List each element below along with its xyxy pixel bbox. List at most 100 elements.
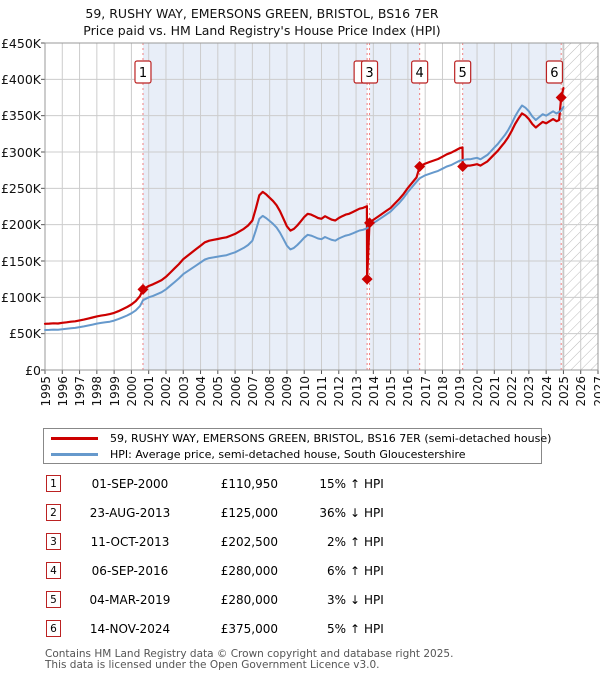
x-tick-label: 2013 — [349, 376, 364, 407]
x-tick-label: 2004 — [194, 376, 209, 407]
x-tick-label: 2026 — [574, 376, 589, 407]
transaction-number-box: 1 — [46, 475, 61, 492]
transaction-row: 2 23-AUG-2013 £125,000 36% ↓ HPI — [46, 504, 394, 521]
x-tick-label: 2018 — [435, 376, 450, 407]
x-tick-label: 1996 — [55, 376, 70, 407]
transaction-price: £280,000 — [220, 563, 278, 578]
transaction-number-box: 6 — [46, 620, 61, 637]
transaction-row: 3 11-OCT-2013 £202,500 2% ↑ HPI — [46, 533, 394, 550]
sale-marker-box — [545, 60, 564, 84]
price-chart: 1 3 4 5 6 — [41, 42, 599, 374]
sale-marker-box — [360, 60, 379, 84]
legend-label-hpi: HPI: Average price, semi-detached house,… — [110, 447, 466, 461]
x-tick-label: 2000 — [124, 376, 139, 407]
x-tick-label: 2017 — [418, 376, 433, 407]
x-tick-label: 2027 — [591, 376, 600, 407]
chart-legend: 59, RUSHY WAY, EMERSONS GREEN, BRISTOL, … — [43, 428, 551, 464]
transaction-hpi-percent: 6% — [326, 563, 346, 578]
x-tick-label: 2003 — [176, 376, 191, 407]
transaction-row: 1 01-SEP-2000 £110,950 15% ↑ HPI — [46, 475, 394, 492]
transaction-hpi-ref: HPI — [364, 476, 384, 491]
transaction-date: 11-OCT-2013 — [90, 534, 170, 549]
transaction-hpi-ref: HPI — [364, 505, 384, 520]
transaction-hpi-percent: 5% — [326, 621, 346, 636]
transaction-number-box: 3 — [46, 533, 61, 550]
transaction-price: £125,000 — [220, 505, 278, 520]
x-tick-label: 2005 — [211, 376, 226, 407]
sale-marker-label: 6 — [550, 66, 558, 81]
x-tick-label: 2002 — [159, 376, 174, 407]
transaction-price: £375,000 — [220, 621, 278, 636]
transaction-number-box: 5 — [46, 591, 61, 608]
sale-marker-diamond — [364, 217, 376, 229]
license-line-2: This data is licensed under the Open Gov… — [45, 659, 380, 671]
x-tick-label: 2025 — [556, 376, 571, 407]
x-tick-label: 2016 — [401, 376, 416, 407]
transaction-hpi-ref: HPI — [364, 534, 384, 549]
x-tick-label: 2020 — [470, 376, 485, 407]
arrow-up-icon: ↑ — [349, 534, 361, 549]
transaction-hpi-ref: HPI — [364, 592, 384, 607]
legend-label-property: 59, RUSHY WAY, EMERSONS GREEN, BRISTOL, … — [110, 431, 552, 445]
transaction-date: 23-AUG-2013 — [89, 505, 171, 520]
x-tick-label: 1995 — [38, 376, 53, 407]
sale-marker-diamond — [555, 92, 567, 103]
y-tick-label: £0 — [25, 362, 41, 378]
y-tick-label: £350K — [0, 108, 41, 124]
transaction-number-box: 2 — [46, 504, 61, 521]
x-tick-label: 2022 — [505, 376, 520, 407]
x-tick-label: 2012 — [332, 376, 347, 407]
plot-border — [44, 42, 599, 371]
arrow-up-icon: ↑ — [349, 476, 361, 491]
y-tick-label: £450K — [0, 35, 41, 51]
transaction-hpi-percent: 2% — [326, 534, 346, 549]
sale-marker-diamond — [361, 273, 373, 285]
transaction-price: £110,950 — [220, 476, 278, 491]
x-tick-label: 1997 — [73, 376, 88, 407]
sale-marker-label: 4 — [416, 66, 424, 81]
transaction-row: 5 04-MAR-2019 £280,000 3% ↓ HPI — [46, 591, 394, 608]
y-tick-label: £400K — [0, 71, 41, 87]
transaction-hpi-percent: 15% — [319, 476, 346, 491]
transaction-hpi-percent: 3% — [326, 592, 346, 607]
arrow-down-icon: ↓ — [349, 505, 361, 520]
x-tick-label: 2001 — [142, 376, 157, 407]
sale-marker-box — [454, 60, 472, 84]
y-tick-label: £250K — [0, 180, 41, 196]
x-tick-label: 2021 — [487, 376, 502, 407]
x-tick-label: 2023 — [522, 376, 537, 407]
transaction-number-box: 4 — [46, 562, 61, 579]
y-tick-label: £300K — [0, 144, 41, 160]
legend-item-property: 59, RUSHY WAY, EMERSONS GREEN, BRISTOL, … — [51, 430, 551, 446]
property-line-swatch — [51, 436, 98, 440]
sale-marker-diamond — [414, 161, 426, 173]
y-tick-label: £150K — [0, 253, 41, 269]
sale-marker-label: 1 — [139, 66, 147, 81]
transaction-hpi-ref: HPI — [364, 563, 384, 578]
arrow-up-icon: ↑ — [349, 563, 361, 578]
transaction-date: 04-MAR-2019 — [89, 592, 171, 607]
x-tick-label: 2024 — [539, 376, 554, 407]
x-tick-label: 2011 — [315, 376, 329, 407]
transaction-hpi-ref: HPI — [364, 621, 384, 636]
transaction-date: 14-NOV-2024 — [89, 621, 171, 636]
transaction-row: 6 14-NOV-2024 £375,000 5% ↑ HPI — [46, 620, 394, 637]
ownership-band — [142, 43, 368, 370]
x-tick-label: 2019 — [453, 376, 468, 407]
page-subtitle: Price paid vs. HM Land Registry's House … — [83, 23, 441, 38]
y-tick-label: £200K — [0, 217, 41, 233]
x-tick-label: 2006 — [228, 376, 243, 407]
y-tick-label: £50K — [8, 326, 41, 342]
x-tick-label: 2010 — [297, 376, 312, 407]
sale-marker-box — [134, 60, 152, 84]
x-tick-label: 2014 — [366, 376, 381, 407]
transaction-row: 4 06-SEP-2016 £280,000 6% ↑ HPI — [46, 562, 394, 579]
series-line-hpi — [44, 104, 565, 331]
sale-marker-diamond — [137, 283, 149, 295]
arrow-down-icon: ↓ — [349, 592, 361, 607]
x-tick-label: 1998 — [90, 376, 105, 407]
x-tick-label: 2007 — [245, 376, 260, 407]
transaction-date: 01-SEP-2000 — [91, 476, 169, 491]
x-tick-label: 2009 — [280, 376, 295, 407]
